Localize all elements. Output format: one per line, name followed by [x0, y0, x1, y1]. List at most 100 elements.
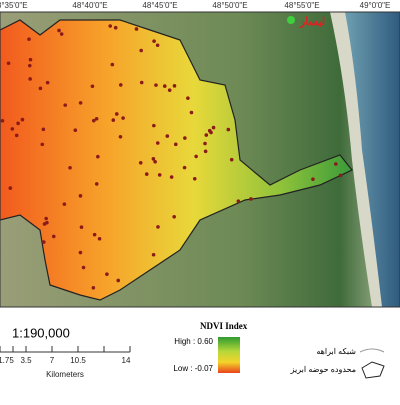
scale-bar: [0, 346, 131, 353]
stream-point: [134, 27, 139, 31]
longitude-label: 48°50'0"E: [212, 1, 247, 10]
scale-tick: 3.5: [20, 356, 32, 365]
stream-point: [211, 125, 216, 130]
stream-point: [139, 80, 144, 85]
stream-point: [203, 149, 208, 154]
stream-point: [81, 265, 86, 270]
stream-point: [68, 165, 72, 170]
stream-point: [182, 165, 187, 170]
scale-tick: 10.5: [70, 356, 86, 365]
stream-point: [97, 236, 102, 241]
stream-point: [6, 61, 11, 66]
legend-title: NDVI Index: [200, 321, 248, 331]
stream-point: [105, 272, 109, 276]
place-label: لیسار: [299, 16, 325, 28]
stream-point: [152, 39, 156, 43]
stream-point: [8, 186, 13, 190]
stream-point: [45, 220, 49, 225]
stream-point: [28, 77, 32, 81]
stream-point: [165, 134, 170, 138]
stream-point: [27, 63, 32, 68]
stream-point: [91, 118, 96, 123]
stream-point: [108, 24, 113, 28]
stream-point: [44, 216, 48, 221]
stream-point: [172, 84, 177, 88]
stream-point: [78, 101, 83, 105]
stream-point: [62, 202, 67, 206]
stream-point: [0, 118, 5, 123]
stream-point: [116, 278, 121, 283]
stream-point: [41, 240, 46, 244]
stream-point: [162, 84, 167, 88]
stream-point: [204, 133, 209, 137]
stream-point: [155, 141, 160, 145]
stream-point: [226, 127, 231, 132]
stream-point: [79, 225, 84, 229]
stream-point: [173, 142, 178, 147]
stream-point: [121, 116, 125, 120]
longitude-label: 48°35'0"E: [0, 1, 28, 10]
stream-point: [207, 128, 212, 133]
stream-point: [96, 154, 100, 159]
stream-point: [20, 117, 25, 122]
scale-tick: 1.75: [0, 356, 14, 365]
stream-point: [111, 118, 116, 122]
stream-point: [78, 194, 83, 198]
stream-point: [186, 96, 190, 100]
stream-point: [27, 37, 31, 41]
stream-point: [229, 157, 234, 162]
longitude-label: 49°0'0"E: [360, 1, 391, 10]
stream-point: [156, 225, 160, 229]
stream-point: [189, 110, 194, 115]
stream-point: [73, 128, 78, 132]
longitude-label: 48°40'0"E: [72, 1, 107, 10]
stream-point: [169, 175, 174, 179]
stream-point: [167, 88, 172, 92]
stream-point: [236, 199, 241, 203]
stream-point: [78, 250, 83, 255]
stream-point: [334, 162, 338, 166]
stream-point: [91, 286, 96, 290]
stream-point: [90, 84, 95, 89]
legend-stream-symbol: [359, 348, 385, 353]
scale-ratio: 1:190,000: [12, 325, 70, 340]
stream-point: [38, 86, 43, 91]
stream-point: [118, 134, 123, 139]
longitude-label: 48°55'0"E: [284, 1, 319, 10]
stream-point: [194, 154, 198, 159]
stream-point: [63, 103, 68, 107]
scale-tick: 7: [50, 356, 55, 365]
legend-item: شبکه ابراهه: [316, 347, 356, 356]
stream-point: [57, 28, 61, 33]
stream-point: [94, 116, 99, 121]
stream-point: [45, 80, 50, 85]
stream-point: [28, 57, 33, 62]
stream-point: [138, 160, 143, 165]
stream-point: [203, 141, 207, 146]
stream-point: [51, 234, 56, 239]
stream-point: [139, 48, 143, 53]
stream-point: [151, 252, 156, 257]
scale-tick: 14: [122, 356, 131, 365]
map-frame: [0, 11, 400, 308]
stream-point: [151, 157, 156, 161]
stream-point: [172, 214, 176, 219]
stream-point: [154, 83, 158, 87]
stream-point: [183, 136, 187, 140]
legend-boundary-symbol: [361, 361, 385, 379]
longitude-label: 48°45'0"E: [142, 1, 177, 10]
stream-point: [59, 32, 64, 36]
stream-point: [192, 176, 197, 181]
stream-point: [94, 182, 99, 186]
stream-point: [110, 62, 115, 67]
stream-point: [40, 142, 45, 147]
stream-points: [0, 24, 343, 290]
stream-point: [92, 232, 97, 237]
scale-unit: Kilometers: [46, 370, 84, 379]
stream-point: [14, 133, 19, 138]
place-marker: [287, 16, 295, 24]
stream-point: [338, 173, 343, 178]
stream-point: [114, 112, 119, 116]
